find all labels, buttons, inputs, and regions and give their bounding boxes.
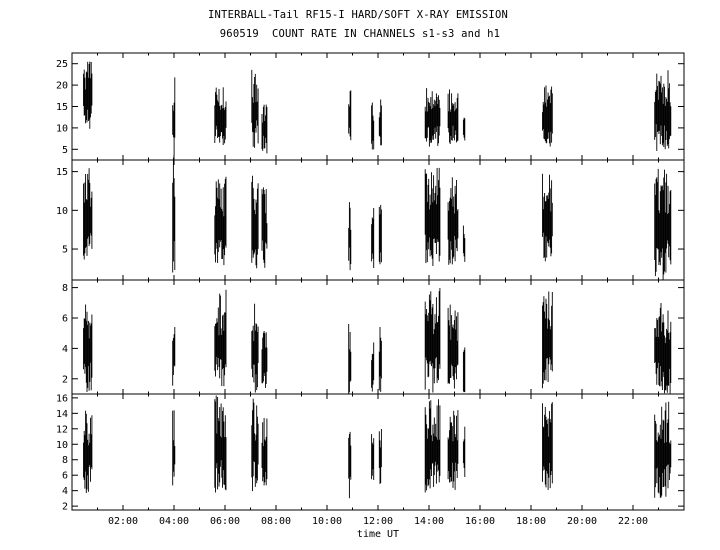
burst — [348, 202, 352, 271]
x-tick-label: 20:00 — [567, 516, 597, 527]
burst — [251, 303, 259, 393]
burst — [542, 173, 553, 262]
burst — [83, 410, 93, 493]
burst — [261, 104, 268, 154]
y-tick-label: 6 — [62, 471, 68, 482]
burst — [371, 434, 375, 480]
burst — [447, 304, 459, 389]
burst — [462, 117, 466, 141]
y-tick-label: 2 — [62, 502, 68, 513]
y-tick-label: 8 — [62, 283, 68, 294]
burst — [172, 157, 176, 273]
panel-h1: 2 4 6 8 10 12 14 16 — [56, 393, 685, 513]
y-tick-label: 5 — [62, 145, 68, 156]
burst — [424, 167, 441, 266]
burst — [261, 418, 268, 486]
burst — [83, 168, 93, 260]
x-tick-label: 08:00 — [261, 516, 291, 527]
burst — [172, 77, 176, 156]
burst — [371, 208, 375, 268]
panel-frame — [71, 393, 685, 511]
x-tick-label: 16:00 — [465, 516, 495, 527]
burst — [172, 410, 176, 486]
y-tick-label: 5 — [62, 245, 68, 256]
x-tick-label: 18:00 — [516, 516, 546, 527]
panel-frame — [71, 52, 685, 161]
burst — [447, 410, 459, 490]
y-tick-label: 16 — [56, 393, 68, 404]
burst — [424, 288, 441, 393]
burst — [214, 87, 227, 145]
burst — [424, 399, 441, 493]
burst — [378, 429, 382, 484]
burst — [378, 99, 382, 146]
panel-frame — [71, 159, 685, 281]
burst — [654, 168, 672, 280]
chart-subtitle: 960519 COUNT RATE IN CHANNELS s1-s3 and … — [219, 28, 501, 40]
chart-panels: 5 10 15 20 25 5 10 15 2 4 6 8 2 4 6 8 10 12 14 16 — [56, 52, 685, 513]
y-tick-label: 6 — [62, 314, 68, 325]
burst — [447, 89, 459, 144]
y-tick-label: 25 — [56, 59, 68, 70]
y-tick-label: 12 — [56, 424, 68, 435]
y-tick-label: 15 — [56, 102, 68, 113]
y-tick-label: 8 — [62, 455, 68, 466]
y-tick-label: 10 — [56, 440, 68, 451]
x-axis-label: time UT — [357, 529, 399, 540]
x-axis: 02:00 04:00 06:00 08:00 10:00 12:00 14:00 16:00… — [108, 516, 648, 527]
burst — [371, 342, 375, 392]
burst — [172, 327, 176, 386]
y-tick-label: 15 — [56, 167, 68, 178]
panel-s2: 5 10 15 — [56, 157, 685, 281]
burst — [424, 88, 441, 147]
burst — [251, 398, 259, 492]
burst — [654, 70, 672, 151]
panel-s3: 2 4 6 8 — [62, 279, 685, 395]
y-tick-label: 2 — [62, 374, 68, 385]
burst — [462, 347, 466, 393]
x-tick-label: 10:00 — [312, 516, 342, 527]
burst — [83, 304, 93, 392]
burst — [654, 303, 672, 394]
y-tick-label: 14 — [56, 409, 68, 420]
chart-title: INTERBALL-Tail RF15-I HARD/SOFT X-RAY EM… — [208, 9, 508, 21]
burst — [214, 395, 227, 493]
burst — [378, 204, 382, 265]
panel-s1: 5 10 15 20 25 — [56, 52, 685, 161]
x-tick-label: 22:00 — [618, 516, 648, 527]
x-tick-label: 12:00 — [363, 516, 393, 527]
burst — [251, 175, 259, 269]
burst — [462, 225, 466, 262]
x-tick-label: 04:00 — [159, 516, 189, 527]
burst — [214, 289, 227, 387]
panel-frame — [71, 279, 685, 395]
burst — [462, 426, 466, 477]
burst — [261, 331, 268, 388]
x-tick-label: 02:00 — [108, 516, 138, 527]
y-tick-label: 4 — [62, 486, 68, 497]
burst — [542, 85, 553, 147]
burst — [447, 177, 459, 265]
y-tick-label: 10 — [56, 123, 68, 134]
burst — [542, 402, 553, 490]
burst — [371, 102, 375, 150]
burst — [214, 176, 227, 266]
burst — [542, 291, 553, 389]
burst — [348, 431, 352, 499]
x-tick-label: 06:00 — [210, 516, 240, 527]
y-tick-label: 10 — [56, 206, 68, 217]
burst — [654, 401, 672, 498]
burst — [378, 327, 382, 392]
y-tick-label: 20 — [56, 81, 68, 92]
burst — [83, 61, 93, 129]
y-tick-label: 4 — [62, 344, 68, 355]
burst — [348, 90, 352, 141]
burst — [261, 187, 268, 268]
burst — [348, 324, 352, 394]
burst — [251, 69, 259, 148]
x-tick-label: 14:00 — [414, 516, 444, 527]
